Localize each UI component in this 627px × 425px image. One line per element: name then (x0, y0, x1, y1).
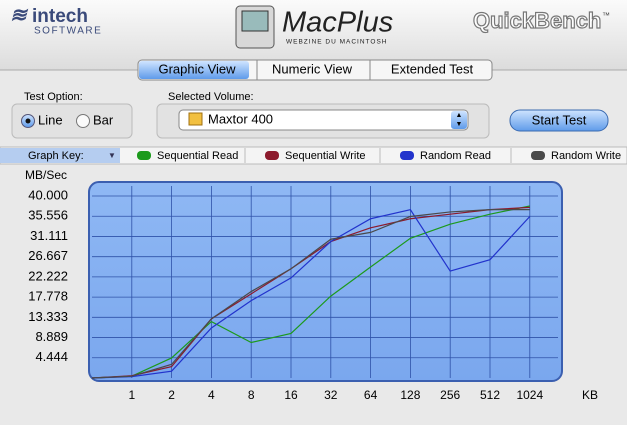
plot-area (88, 181, 563, 382)
start-button[interactable] (509, 109, 609, 132)
x-tick-label: 4 (208, 388, 215, 402)
x-tick-label: 2 (168, 388, 175, 402)
x-tick-label: 512 (480, 388, 500, 402)
option-box (11, 103, 133, 139)
mac-screen (241, 10, 269, 32)
volume-icon (188, 112, 203, 126)
key-arrow: ▼ (108, 151, 116, 160)
x-tick-label: 64 (364, 388, 378, 402)
legend-swatch (400, 151, 414, 160)
volume-popup[interactable] (178, 109, 469, 131)
y-tick-label: 22.222 (28, 268, 68, 283)
x-axis-title: KB (582, 388, 598, 402)
volume-value: Maxtor 400 (208, 111, 273, 126)
key-dropdown[interactable] (0, 148, 120, 163)
legend-label: Random Write (551, 150, 621, 162)
y-axis-title: MB/Sec (25, 168, 67, 182)
test-option-label: Test Option: (24, 91, 83, 103)
legend-swatch (137, 151, 151, 160)
series-line (91, 209, 530, 379)
popup-arrows (451, 111, 467, 129)
x-tick-label: 1024 (516, 388, 543, 402)
legend-swatch (265, 151, 279, 160)
y-tick-label: 4.444 (35, 349, 68, 364)
logo-macplus-sub: WEBZINE DU MACINTOSH (286, 39, 388, 46)
key-label[interactable]: Graph Key: (28, 150, 84, 162)
logo-software: SOFTWARE (34, 26, 102, 37)
tab[interactable]: Extended Test (391, 61, 474, 76)
logo-intech: intech (32, 6, 88, 27)
tab[interactable]: Numeric View (272, 61, 353, 76)
logo-quickbench: QuickBench (473, 8, 601, 33)
x-tick-label: 1 (128, 388, 135, 402)
arrow: ▲ (456, 112, 463, 119)
tab-selected (139, 61, 249, 79)
volume-label: Selected Volume: (168, 91, 254, 103)
x-tick-label: 128 (400, 388, 420, 402)
arrow: ▼ (456, 121, 463, 128)
radio-label[interactable]: Bar (93, 112, 114, 127)
legend-label: Sequential Write (285, 150, 366, 162)
y-tick-label: 26.667 (28, 248, 68, 263)
series-line (91, 206, 530, 379)
legend: Sequential Read Sequential Write Random Re… (137, 148, 621, 163)
logo-mark: ≋ (10, 4, 29, 26)
y-tick-label: 8.889 (35, 329, 68, 344)
logo-tm: ™ (602, 11, 610, 20)
radio[interactable] (76, 114, 90, 128)
y-tick-label: 31.111 (30, 228, 68, 243)
header (0, 0, 627, 70)
y-tick-label: 13.333 (28, 309, 68, 324)
key-bar (0, 146, 627, 165)
y-tick-label: 40.000 (28, 187, 68, 202)
series-line (91, 208, 531, 379)
legend-label: Random Read (420, 150, 491, 162)
tab[interactable]: Graphic View (158, 61, 236, 76)
legend-swatch (531, 151, 545, 160)
radio-label[interactable]: Line (38, 112, 63, 127)
legend-label: Sequential Read (157, 150, 238, 162)
y-tick-label: 35.556 (28, 208, 68, 223)
series-line (91, 205, 530, 379)
y-tick-label: 17.778 (28, 289, 68, 304)
logo-macplus: MacPlus (282, 7, 393, 39)
radio-dot (25, 118, 31, 124)
x-tick-label: 16 (284, 388, 298, 402)
x-tick-label: 8 (248, 388, 255, 402)
x-tick-label: 32 (324, 388, 338, 402)
start-button-label[interactable]: Start Test (532, 112, 587, 127)
x-tick-label: 256 (440, 388, 460, 402)
